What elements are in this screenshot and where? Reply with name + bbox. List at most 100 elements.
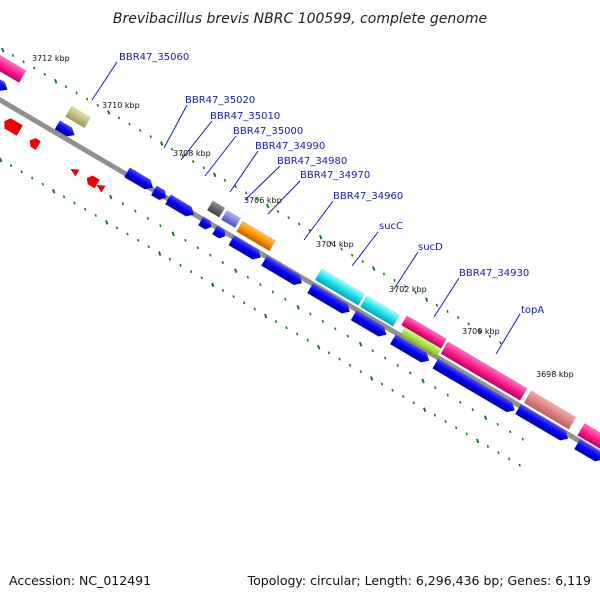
tick-mark (483, 415, 488, 421)
tick-mark (284, 297, 287, 301)
tick-mark (435, 303, 439, 307)
cds-arrow (432, 358, 515, 413)
tick-mark (518, 463, 521, 467)
feature-box (0, 52, 27, 84)
tick-mark (20, 170, 23, 174)
tick-mark (1, 47, 5, 53)
tick-mark (232, 295, 235, 299)
cds-arrow (164, 194, 195, 217)
tick-mark (271, 290, 274, 294)
tick-mark (149, 135, 152, 139)
tick-mark (446, 393, 449, 397)
tick-mark (433, 413, 437, 417)
feature-box (314, 268, 366, 306)
tick-mark (75, 91, 78, 95)
tick-mark (41, 182, 44, 186)
tick-mark (465, 432, 468, 436)
tick-mark (244, 191, 248, 195)
gene-label: sucC (379, 221, 403, 232)
gene-label: topA (521, 305, 544, 316)
tick-mark (170, 147, 174, 151)
cds-arrow (197, 216, 212, 230)
kbp-label: 3704 kbp (316, 240, 354, 249)
tick-mark (369, 376, 374, 381)
tick-mark (475, 438, 480, 444)
tick-mark (412, 401, 415, 405)
tick-mark (297, 222, 301, 226)
tick-mark (223, 178, 227, 182)
cds-arrow (211, 225, 226, 239)
tick-mark (338, 357, 341, 361)
tick-mark (160, 141, 164, 146)
tick-mark (234, 185, 237, 189)
tick-mark (128, 122, 131, 126)
feature-box (220, 209, 242, 229)
kbp-label: 3708 kbp (173, 149, 211, 158)
tick-mark (233, 268, 238, 273)
gene-label: sucD (418, 242, 443, 253)
tick-mark (327, 351, 331, 355)
tick-mark (414, 291, 417, 295)
gene-label: BBR47_34960 (333, 191, 403, 202)
kbp-label: 3698 kbp (536, 370, 574, 379)
tick-mark (295, 332, 299, 336)
kbp-label: 3712 kbp (32, 54, 70, 63)
tick-mark (477, 328, 482, 334)
tick-mark (242, 301, 246, 305)
tick-mark (94, 213, 97, 217)
tick-mark (276, 210, 280, 214)
tick-mark (184, 238, 187, 242)
tick-mark (471, 408, 474, 412)
kbp-label: 3700 kbp (462, 327, 500, 336)
tick-mark (62, 195, 66, 199)
tick-mark (371, 266, 376, 271)
tick-mark (255, 197, 258, 201)
tick-mark (421, 378, 425, 384)
genome-backbone (0, 97, 600, 456)
tick-mark (384, 356, 387, 360)
tick-mark (137, 238, 140, 242)
reverse-feature-marker (96, 184, 106, 193)
feature-box (206, 200, 226, 218)
feature-box (359, 295, 401, 327)
tick-mark (9, 163, 13, 167)
cds-arrow (0, 73, 8, 92)
tick-mark (134, 209, 137, 213)
gene-label: BBR47_34990 (255, 141, 325, 152)
feature-box (236, 220, 276, 252)
tick-mark (488, 334, 492, 338)
feature-box (577, 423, 600, 451)
tick-mark (361, 260, 364, 263)
cds-arrow (228, 235, 261, 260)
gene-label: BBR47_34970 (300, 170, 370, 181)
tick-mark (158, 251, 162, 256)
kbp-label: 3710 kbp (102, 101, 140, 110)
gene-label: BBR47_34930 (459, 268, 529, 279)
cds-arrow (307, 283, 351, 314)
tick-mark (350, 253, 354, 257)
tick-mark (359, 370, 362, 373)
tick-mark (329, 241, 333, 245)
tick-mark (371, 349, 374, 353)
tick-mark (396, 364, 399, 368)
tick-mark (211, 282, 215, 288)
tick-mark (139, 128, 142, 132)
tick-mark (73, 201, 76, 205)
reverse-feature-marker (70, 168, 80, 177)
tick-mark (96, 103, 99, 107)
tick-mark (391, 388, 394, 392)
tick-mark (454, 426, 458, 430)
cds-arrow (350, 310, 387, 337)
tick-mark (105, 220, 109, 225)
tick-mark (274, 320, 278, 324)
tick-mark (31, 176, 34, 180)
tick-mark (403, 284, 407, 288)
tick-mark (285, 326, 288, 330)
tick-mark (253, 307, 256, 311)
tick-mark (121, 202, 125, 206)
feature-box (440, 341, 528, 401)
tick-mark (54, 78, 58, 84)
tick-mark (358, 341, 363, 347)
cds-arrow (54, 120, 75, 137)
